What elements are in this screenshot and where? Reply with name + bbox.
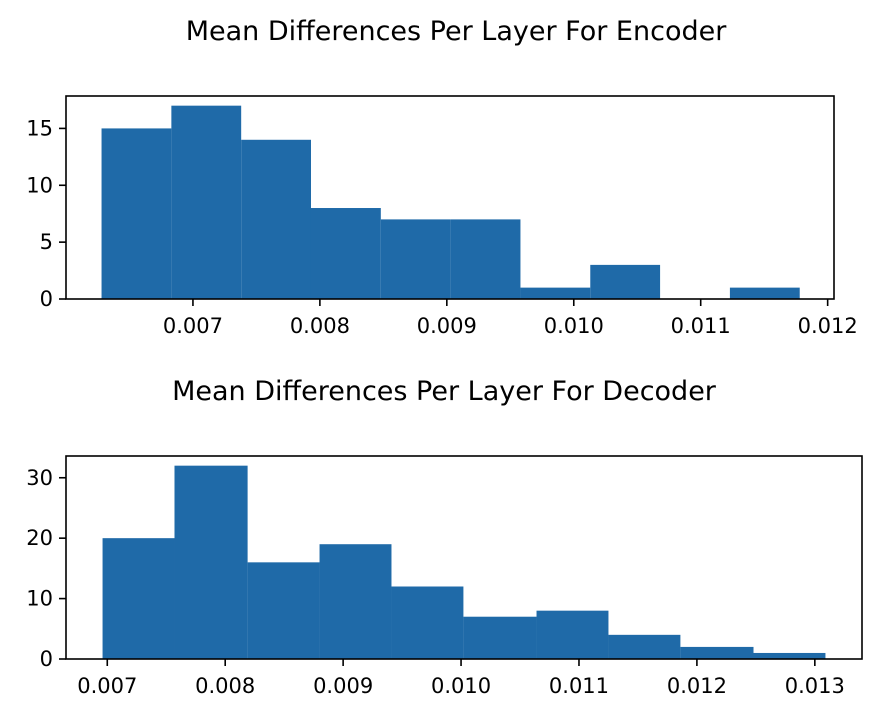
histogram-bar <box>102 538 175 659</box>
x-tick-label: 0.012 <box>667 674 727 698</box>
subplot-2: Mean Differences Per Layer For Decoder 0.… <box>26 376 863 698</box>
x-tick-label: 0.010 <box>544 314 604 338</box>
histogram-bar <box>536 610 609 659</box>
histogram-bar <box>174 465 248 659</box>
y-tick-label: 0 <box>40 647 53 671</box>
axes-frame <box>65 95 835 300</box>
subplot-1: Mean Differences Per Layer For Encoder 0.… <box>26 16 857 338</box>
histogram-bar <box>171 105 242 300</box>
y-tick-label: 10 <box>26 173 53 197</box>
histogram-bar <box>310 208 381 299</box>
x-tick-label: 0.012 <box>798 314 858 338</box>
x-tick-label: 0.007 <box>77 674 137 698</box>
histogram-bar <box>450 219 521 299</box>
y-tick-label: 0 <box>40 287 53 311</box>
histogram-bar <box>729 287 800 299</box>
y-tick-label: 15 <box>26 116 53 140</box>
x-tick-label: 0.013 <box>785 674 845 698</box>
x-tick-label: 0.009 <box>313 674 373 698</box>
histogram-bar <box>247 562 320 659</box>
chart-title: Mean Differences Per Layer For Decoder <box>172 376 717 407</box>
histogram-bar <box>319 544 392 659</box>
histogram-bar <box>590 264 661 299</box>
x-tick-label: 0.009 <box>417 314 477 338</box>
histogram-bar <box>608 634 681 659</box>
x-tick-label: 0.011 <box>671 314 731 338</box>
y-tick-label: 10 <box>26 587 53 611</box>
histogram-bar <box>380 219 451 299</box>
axes-frame <box>65 455 863 660</box>
y-tick-label: 5 <box>40 230 53 254</box>
x-tick-label: 0.007 <box>163 314 223 338</box>
x-tick-label: 0.010 <box>431 674 491 698</box>
histogram-bar <box>391 586 464 659</box>
y-tick-label: 20 <box>26 526 53 550</box>
y-tick-label: 30 <box>26 466 53 490</box>
histogram-bar <box>463 616 537 659</box>
histogram-bar <box>680 646 754 659</box>
chart-title: Mean Differences Per Layer For Encoder <box>186 16 728 47</box>
histogram-bar <box>101 128 172 299</box>
histogram-bar <box>241 139 311 299</box>
x-tick-label: 0.008 <box>195 674 255 698</box>
histogram-bar <box>753 652 826 659</box>
x-tick-label: 0.008 <box>290 314 350 338</box>
x-tick-label: 0.011 <box>549 674 609 698</box>
histogram-bar <box>520 287 591 299</box>
